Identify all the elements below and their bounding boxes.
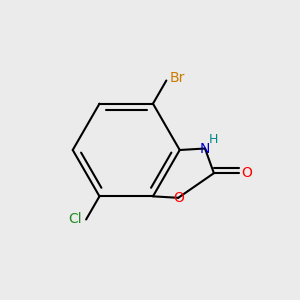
- Text: N: N: [200, 142, 210, 155]
- Text: Br: Br: [170, 71, 185, 85]
- Text: Cl: Cl: [68, 212, 82, 226]
- Text: O: O: [173, 191, 184, 205]
- Text: O: O: [241, 166, 252, 180]
- Text: H: H: [208, 133, 218, 146]
